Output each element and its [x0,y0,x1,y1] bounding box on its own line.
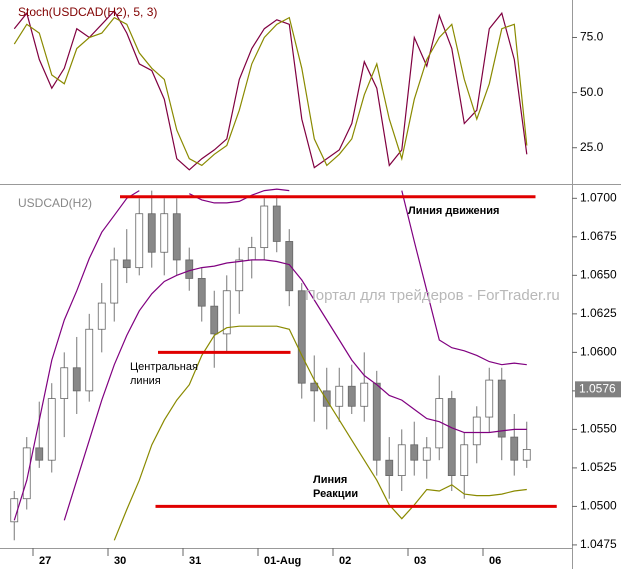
candle-body [222,290,231,335]
candle-body [510,436,519,461]
x-tick-label: 30 [114,555,126,567]
candle-body [97,302,106,330]
candle-body [310,382,319,392]
series-line [13,16,528,167]
candle-body [247,247,256,261]
candle-body [372,382,381,461]
candle-body [385,459,394,476]
last-price-label: 1.0576 [579,382,616,396]
stoch-panel [13,9,528,171]
candle-body [497,379,506,438]
candle-body [260,205,269,249]
series-line [189,188,290,204]
stoch-title: Stoch(USDCAD(H2), 5, 3) [18,5,157,19]
candle-body [35,447,44,461]
candle-body [322,390,331,407]
candle-body [197,278,206,307]
y-tick-label: 1.0650 [580,268,617,282]
annotation: Линия движения [408,205,499,217]
x-tick-label: 01-Aug [264,555,301,567]
y-tick-label: 1.0700 [580,190,617,204]
series-line [63,259,527,521]
annotation: Линия [313,474,347,486]
candle-body [160,213,169,253]
candle-body [297,290,306,384]
candle-body [472,416,481,446]
candle-body [185,259,194,279]
y-tick-label: 1.0625 [580,306,617,320]
candle-body [10,498,19,523]
y-tick-label: 50.0 [580,85,604,99]
price-panel [10,188,531,541]
last-price-box [575,381,621,398]
y-tick-label: 1.0500 [580,499,617,513]
series-line [13,9,528,171]
y-tick-label: 1.0675 [580,229,617,243]
annotation: Центральная [130,361,198,373]
y-tick-label: 75.0 [580,30,604,44]
candle-body [422,447,431,461]
y-tick-label: 1.0525 [580,460,617,474]
y-tick-label: 1.0475 [580,537,617,551]
y-tick-label: 25.0 [580,140,604,154]
x-tick-label: 02 [339,555,351,567]
candle-body [60,367,69,399]
candle-body [335,385,344,407]
candle-body [397,444,406,477]
candle-body [285,241,294,292]
annotation: линия [130,375,161,387]
candle-body [122,259,131,269]
candle-body [347,385,356,407]
x-tick-label: 31 [189,555,201,567]
series-line [113,325,527,541]
series-line [401,190,527,366]
candle-body [135,213,144,269]
x-tick-label: 03 [414,555,426,567]
candle-body [235,259,244,292]
watermark: Портал для трейдеров - ForTrader.ru [305,287,560,304]
candle-body [22,447,31,500]
candle-body [272,205,281,242]
candle-body [110,259,119,304]
candle-body [522,449,531,461]
x-tick-label: 27 [39,555,51,567]
candle-body [410,444,419,461]
candle-body [210,305,219,335]
candle-body [460,444,469,477]
candle-body [47,398,56,461]
y-tick-label: 1.0550 [580,422,617,436]
candle-body [147,213,156,253]
candle-body [485,379,494,418]
candle-body [360,382,369,407]
candle-body [72,367,81,392]
candle-body [447,398,456,477]
candle-body [85,328,94,392]
annotation: Реакции [313,488,358,500]
x-tick-label: 06 [489,555,501,567]
series-line [13,190,140,521]
candle-body [172,213,181,261]
y-tick-label: 1.0600 [580,345,617,359]
price-title: USDCAD(H2) [18,196,92,210]
